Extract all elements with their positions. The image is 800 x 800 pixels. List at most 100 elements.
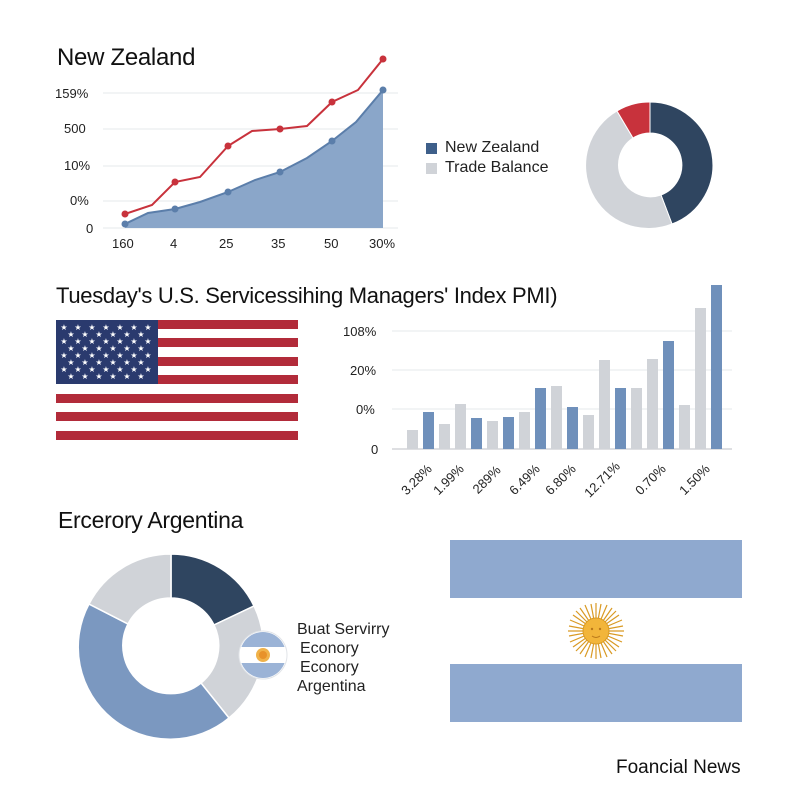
- svg-text:★: ★: [102, 337, 109, 346]
- nz-x-tick-4: 50: [324, 236, 339, 251]
- svg-text:★: ★: [144, 365, 151, 374]
- svg-text:★: ★: [67, 344, 74, 353]
- ar-legend: Buat Servirry Econory Econory Argentina: [297, 620, 389, 696]
- svg-text:★: ★: [67, 358, 74, 367]
- nz-red-line: [124, 58, 384, 215]
- svg-text:★: ★: [130, 323, 137, 332]
- nz-x-tick-2: 25: [219, 236, 234, 251]
- svg-text:★: ★: [137, 372, 144, 381]
- svg-text:★: ★: [130, 365, 137, 374]
- us-x-tick-7: 1.50%: [676, 461, 713, 498]
- sun-of-may-icon: [568, 603, 624, 659]
- nz-area-series: [125, 90, 383, 228]
- svg-text:★: ★: [109, 358, 116, 367]
- nz-line-chart: [103, 55, 398, 229]
- svg-text:★: ★: [109, 330, 116, 339]
- svg-text:★: ★: [123, 372, 130, 381]
- us-x-tick-5: 12.71%: [581, 458, 623, 501]
- svg-text:★: ★: [95, 372, 102, 381]
- us-y-tick-2: 0%: [356, 402, 375, 417]
- svg-text:★: ★: [74, 337, 81, 346]
- nz-x-tick-3: 35: [271, 236, 286, 251]
- us-y-tick-0: 108%: [343, 324, 377, 339]
- nz-area-line: [124, 89, 384, 225]
- svg-text:★: ★: [123, 330, 130, 339]
- nz-y-tick-1: 500: [64, 121, 86, 136]
- svg-text:★: ★: [67, 372, 74, 381]
- us-bar-chart: [392, 285, 732, 450]
- us-x-tick-3: 6.49%: [506, 461, 543, 498]
- svg-text:★: ★: [116, 351, 123, 360]
- legend-item-new-zealand: New Zealand: [426, 138, 548, 158]
- svg-text:★: ★: [144, 351, 151, 360]
- svg-text:★: ★: [130, 351, 137, 360]
- legend-item-trade-balance: Trade Balance: [426, 158, 548, 178]
- legend-swatch-gray: [426, 162, 437, 174]
- svg-text:★: ★: [74, 323, 81, 332]
- svg-text:★: ★: [60, 351, 67, 360]
- svg-text:★: ★: [60, 365, 67, 374]
- ar-legend-line-1: Econory: [300, 640, 359, 657]
- svg-text:★: ★: [116, 323, 123, 332]
- us-x-tick-6: 0.70%: [632, 461, 669, 498]
- svg-text:★: ★: [88, 337, 95, 346]
- svg-text:★: ★: [60, 323, 67, 332]
- svg-text:★: ★: [95, 330, 102, 339]
- svg-text:★: ★: [116, 365, 123, 374]
- nz-donut-chart: [585, 101, 714, 229]
- svg-text:★: ★: [123, 358, 130, 367]
- svg-text:★: ★: [123, 344, 130, 353]
- nz-y-tick-0: 159%: [55, 86, 89, 101]
- us-x-tick-2: 289%: [469, 462, 504, 497]
- svg-text:★: ★: [88, 365, 95, 374]
- nz-y-tick-2: 10%: [64, 158, 91, 173]
- nz-y-tick-3: 0%: [70, 193, 89, 208]
- svg-text:★: ★: [88, 351, 95, 360]
- us-title: Tuesday's U.S. Servicessihing Managers' …: [56, 283, 558, 308]
- us-x-tick-0: 3.28%: [398, 461, 435, 498]
- svg-text:★: ★: [81, 358, 88, 367]
- us-y-tick-3: 0: [371, 442, 379, 457]
- us-x-tick-4: 6.80%: [542, 461, 579, 498]
- svg-text:★: ★: [95, 358, 102, 367]
- svg-text:★: ★: [67, 330, 74, 339]
- us-x-tick-1: 1.99%: [430, 461, 467, 498]
- svg-text:★: ★: [102, 351, 109, 360]
- svg-text:★: ★: [137, 344, 144, 353]
- legend-label: Trade Balance: [445, 159, 549, 176]
- svg-text:★: ★: [130, 337, 137, 346]
- ar-title: Ercerory Argentina: [58, 507, 244, 533]
- svg-text:★: ★: [74, 351, 81, 360]
- svg-text:★: ★: [109, 344, 116, 353]
- svg-text:★: ★: [102, 323, 109, 332]
- nz-x-tick-5: 30%: [369, 236, 396, 251]
- svg-text:★: ★: [137, 330, 144, 339]
- legend-swatch-navy: [426, 142, 437, 154]
- nz-x-tick-0: 160: [112, 236, 134, 251]
- svg-text:★: ★: [81, 344, 88, 353]
- svg-text:★: ★: [81, 372, 88, 381]
- svg-text:★: ★: [144, 337, 151, 346]
- ar-legend-line-0: Buat Servirry: [297, 621, 390, 638]
- ar-donut-chart: [77, 553, 265, 740]
- nz-legend: New Zealand Trade Balance: [426, 138, 548, 178]
- nz-x-tick-1: 4: [170, 236, 178, 251]
- ar-legend-line-3: Argentina: [297, 678, 366, 695]
- us-flag-canton: [56, 320, 158, 384]
- svg-text:★: ★: [102, 365, 109, 374]
- svg-text:★: ★: [144, 323, 151, 332]
- us-flag: ★ ★ ★ ★ ★ ★ ★ ★ ★ ★ ★ ★ ★ ★ ★ ★ ★ ★ ★ ★ ★ ★ ★ ★ ★ ★ ★ ★ ★ ★ ★ ★ ★ ★ ★…: [56, 320, 300, 442]
- svg-text:★: ★: [95, 344, 102, 353]
- svg-text:★: ★: [109, 372, 116, 381]
- argentina-flag: [450, 540, 742, 722]
- us-y-tick-1: 20%: [350, 363, 377, 378]
- svg-text:★: ★: [81, 330, 88, 339]
- nz-title: New Zealand: [57, 44, 196, 71]
- nz-y-tick-4: 0: [86, 221, 94, 236]
- ar-legend-line-2: Econory: [300, 659, 359, 676]
- argentina-flag-badge-icon: [238, 630, 288, 680]
- us-bars: [407, 285, 722, 449]
- svg-text:★: ★: [116, 337, 123, 346]
- legend-label: New Zealand: [445, 139, 540, 156]
- svg-text:★: ★: [60, 337, 67, 346]
